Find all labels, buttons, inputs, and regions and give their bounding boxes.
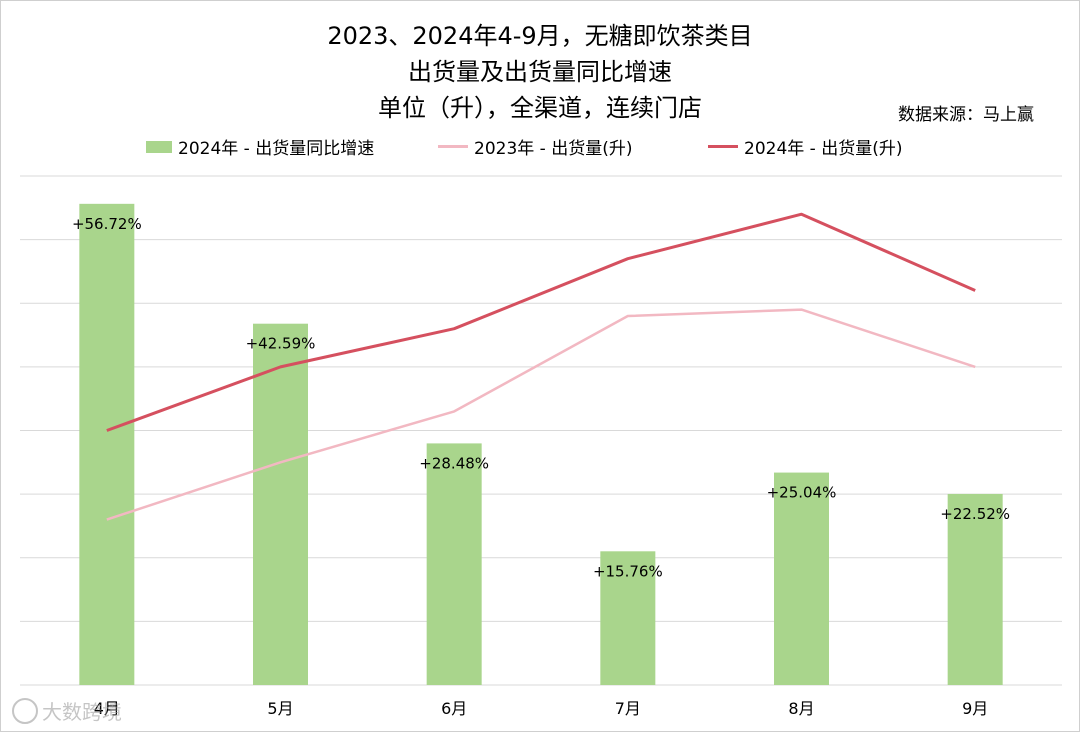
legend-item-2023: 2023年 - 出货量(升) xyxy=(438,134,632,159)
line-series-2023 xyxy=(106,308,976,521)
data-source-note: 数据来源：马上赢 xyxy=(898,105,1034,125)
bar xyxy=(253,323,308,685)
watermark: 大数跨境 xyxy=(12,696,122,725)
legend-label-2024: 2024年 - 出货量(升) xyxy=(744,139,903,159)
x-tick-label: 4月 xyxy=(94,699,120,718)
line-series-2024 xyxy=(106,212,976,432)
bar-data-label: +15.76% xyxy=(593,562,663,580)
bar-data-label: +56.72% xyxy=(72,215,142,233)
bar xyxy=(600,551,656,685)
x-tick-label: 6月 xyxy=(441,699,467,718)
bar xyxy=(426,443,482,685)
x-tick-label: 8月 xyxy=(788,699,814,718)
legend-label-2023: 2023年 - 出货量(升) xyxy=(474,139,633,159)
chart-title-line-2: 出货量及出货量同比增速 xyxy=(408,58,672,86)
legend-item-2024: 2024年 - 出货量(升) xyxy=(708,134,902,159)
legend-swatch-bar xyxy=(146,140,172,153)
chart-title-line-1: 2023、2024年4-9月，无糖即饮茶类目 xyxy=(327,22,753,50)
bar xyxy=(947,493,1003,685)
chart-legend: 2024年 - 出货量同比增速 2023年 - 出货量(升) 2024年 - 出… xyxy=(0,134,1080,160)
bar-data-label: +28.48% xyxy=(419,454,489,472)
legend-swatch-2024-line xyxy=(708,145,738,148)
bar xyxy=(79,203,135,686)
bar-data-label: +42.59% xyxy=(246,335,316,353)
legend-swatch-2023-line xyxy=(438,145,468,148)
x-tick-label: 9月 xyxy=(962,699,988,718)
legend-item-growth: 2024年 - 出货量同比增速 xyxy=(146,134,374,159)
watermark-logo-icon xyxy=(12,697,38,724)
x-tick-label: 7月 xyxy=(615,699,641,718)
chart-title-line-3: 单位（升），全渠道，连续门店 xyxy=(378,94,702,122)
bar xyxy=(774,472,829,685)
watermark-text: 大数跨境 xyxy=(42,700,122,724)
bar-data-label: +22.52% xyxy=(940,505,1010,523)
x-tick-label: 5月 xyxy=(267,699,293,718)
bar-data-label: +25.04% xyxy=(767,484,837,502)
legend-label-growth: 2024年 - 出货量同比增速 xyxy=(178,139,375,159)
